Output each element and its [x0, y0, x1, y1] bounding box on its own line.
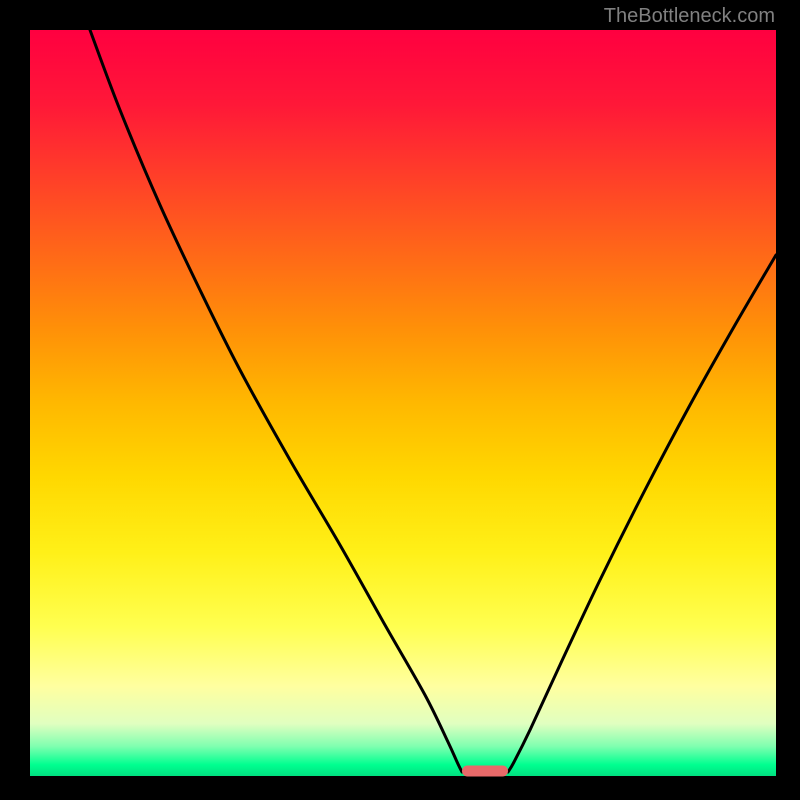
plot-background [30, 30, 776, 776]
chart-container: TheBottleneck.com [0, 0, 800, 800]
bottleneck-chart: TheBottleneck.com [0, 0, 800, 800]
attribution-text: TheBottleneck.com [604, 5, 775, 27]
optimal-marker [462, 766, 508, 777]
